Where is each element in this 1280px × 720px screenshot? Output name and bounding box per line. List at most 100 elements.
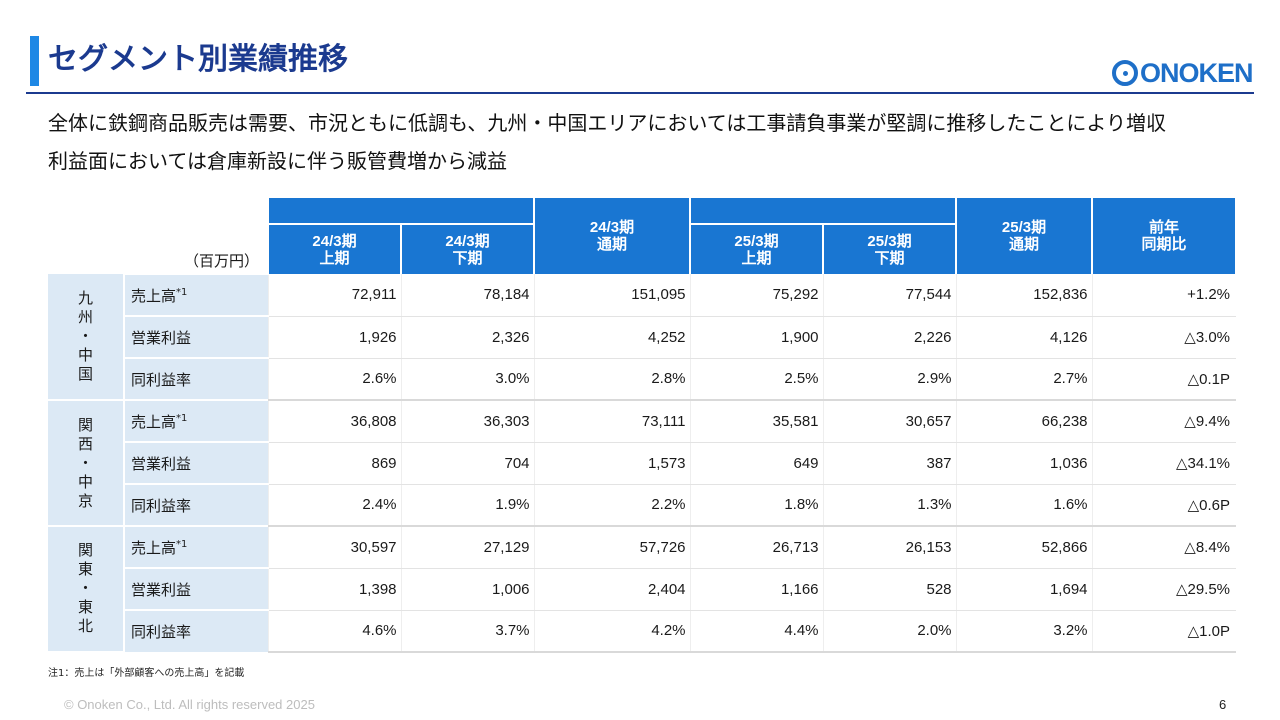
table-cell: 528 xyxy=(822,568,957,611)
unit-label: （百万円） xyxy=(184,252,260,270)
metric-label-text: 売上高 xyxy=(131,412,177,431)
metric-label: 同利益率 xyxy=(122,483,269,526)
table-cell: 3.0% xyxy=(400,358,535,401)
table-cell: 57,726 xyxy=(533,526,691,569)
table-cell: 1.3% xyxy=(822,484,957,527)
table-cell: 1.6% xyxy=(955,484,1093,527)
table-cell: 4.2% xyxy=(533,610,691,653)
table-cell: 152,836 xyxy=(955,274,1093,317)
table-cell: 3.7% xyxy=(400,610,535,653)
table-cell: 26,713 xyxy=(689,526,824,569)
header-group-25-3 xyxy=(689,198,958,224)
table-cell: 77,544 xyxy=(822,274,957,317)
metric-label-text: 営業利益 xyxy=(131,328,192,347)
table-cell: 2.4% xyxy=(267,484,402,527)
footnote-marker: *1 xyxy=(176,538,188,550)
metric-label: 同利益率 xyxy=(122,357,269,400)
col-header-yoy: 前年 同期比 xyxy=(1091,198,1238,274)
table-row: 同利益率 4.6% 3.7% 4.2% 4.4% 2.0% 3.2% △1.0P xyxy=(48,609,1237,653)
table-cell: 1.8% xyxy=(689,484,824,527)
table-cell: △8.4% xyxy=(1091,526,1237,569)
region-label-char: 東 xyxy=(77,598,93,617)
table-cell: △9.4% xyxy=(1091,400,1237,443)
table-cell: 2.7% xyxy=(955,358,1093,401)
table-cell: 1,694 xyxy=(955,568,1093,611)
page-title: セグメント別業績推移 xyxy=(48,42,348,77)
col-header-25-3-h1: 25/3期 上期 xyxy=(689,223,825,274)
table-cell: 1,573 xyxy=(533,442,691,485)
metric-label: 営業利益 xyxy=(122,441,269,484)
region-label-char: ・ xyxy=(77,579,93,598)
table-body: 九州・中国売上高*1 72,911 78,184 151,095 75,292 77,54… xyxy=(48,273,1237,653)
table-cell: 72,911 xyxy=(267,274,402,317)
table-cell: 2.8% xyxy=(533,358,691,401)
region-label-char: 中 xyxy=(77,346,93,364)
table-cell: 2,404 xyxy=(533,568,691,611)
metric-label: 同利益率 xyxy=(122,609,269,652)
table-row: 営業利益 869 704 1,573 649 387 1,036 △34.1% xyxy=(48,441,1237,485)
table-cell: △29.5% xyxy=(1091,568,1237,611)
region-label-char: 西 xyxy=(77,434,93,453)
table-cell: 52,866 xyxy=(955,526,1093,569)
region-label: 関東・東北 xyxy=(48,526,124,653)
table-cell: 704 xyxy=(400,442,535,485)
table-cell: 26,153 xyxy=(822,526,957,569)
region-label-char: 北 xyxy=(77,617,93,636)
footnote: 注1：売上は「外部顧客への売上高」を記載 xyxy=(48,668,245,679)
table-cell: 30,597 xyxy=(267,526,402,569)
table-row: 同利益率 2.4% 1.9% 2.2% 1.8% 1.3% 1.6% △0.6P xyxy=(48,483,1237,527)
table-cell: 387 xyxy=(822,442,957,485)
summary-line-1: 全体に鉄鋼商品販売は需要、市況ともに低調も、九州・中国エリアにおいては工事請負事… xyxy=(48,111,1166,135)
table-cell: 1,398 xyxy=(267,568,402,611)
table-cell: 151,095 xyxy=(533,274,691,317)
col-header-25-3-h2: 25/3期 下期 xyxy=(822,223,958,274)
table-row: 関東・東北売上高*1 30,597 27,129 57,726 26,713 26,153… xyxy=(48,525,1237,653)
table-cell: 4,252 xyxy=(533,316,691,359)
metric-label-text: 営業利益 xyxy=(131,580,192,599)
region-label-char: 中 xyxy=(77,472,93,491)
table-cell: 869 xyxy=(267,442,402,485)
table-cell: △0.1P xyxy=(1091,358,1237,401)
region-label: 九州・中国 xyxy=(48,274,124,401)
table-cell: 35,581 xyxy=(689,400,824,443)
table-cell: 73,111 xyxy=(533,400,691,443)
metric-label-text: 同利益率 xyxy=(131,370,192,389)
table-cell: 649 xyxy=(689,442,824,485)
table-cell: 78,184 xyxy=(400,274,535,317)
table-cell: 1,900 xyxy=(689,316,824,359)
page-number: 6 xyxy=(1219,697,1227,712)
table-cell: 36,303 xyxy=(400,400,535,443)
table-cell: △1.0P xyxy=(1091,610,1237,653)
table-cell: 3.2% xyxy=(955,610,1093,653)
table-cell: +1.2% xyxy=(1091,274,1237,317)
metric-label-text: 同利益率 xyxy=(131,622,192,641)
region-label-char: ・ xyxy=(77,453,93,472)
title-accent-bar xyxy=(30,36,39,86)
region-label-char: 国 xyxy=(77,365,93,383)
col-header-24-3-h2: 24/3期 下期 xyxy=(400,223,536,274)
region-label-char: ・ xyxy=(77,327,93,345)
table-cell: 1,166 xyxy=(689,568,824,611)
region-label-char: 関 xyxy=(77,415,93,434)
metric-label-text: 営業利益 xyxy=(131,454,192,473)
region-label-char: 九 xyxy=(77,289,93,307)
metric-label: 営業利益 xyxy=(122,315,269,358)
table-row: 営業利益 1,398 1,006 2,404 1,166 528 1,694 △29.5% xyxy=(48,567,1237,611)
table-cell: △3.0% xyxy=(1091,316,1237,359)
metric-label: 売上高*1 xyxy=(122,273,269,316)
col-header-24-3-full: 24/3期 通期 xyxy=(533,198,692,274)
table-row: 関西・中京売上高*1 36,808 36,303 73,111 35,581 30,657… xyxy=(48,399,1237,527)
table-cell: 75,292 xyxy=(689,274,824,317)
table-cell: 1.9% xyxy=(400,484,535,527)
segment-performance-table: （百万円） 24/3期 通期 25/3期 通期 前年 同期比 24/3期 上期 … xyxy=(48,198,1238,653)
table-cell: 2.0% xyxy=(822,610,957,653)
table-cell: 2,326 xyxy=(400,316,535,359)
footnote-marker: *1 xyxy=(176,412,188,424)
metric-label-text: 同利益率 xyxy=(131,496,192,515)
table-cell: △0.6P xyxy=(1091,484,1237,527)
table-cell: 1,006 xyxy=(400,568,535,611)
footnote-marker: *1 xyxy=(176,286,188,298)
header-group-24-3 xyxy=(267,198,536,224)
company-logo: ONOKEN xyxy=(1112,58,1254,88)
table-cell: 66,238 xyxy=(955,400,1093,443)
